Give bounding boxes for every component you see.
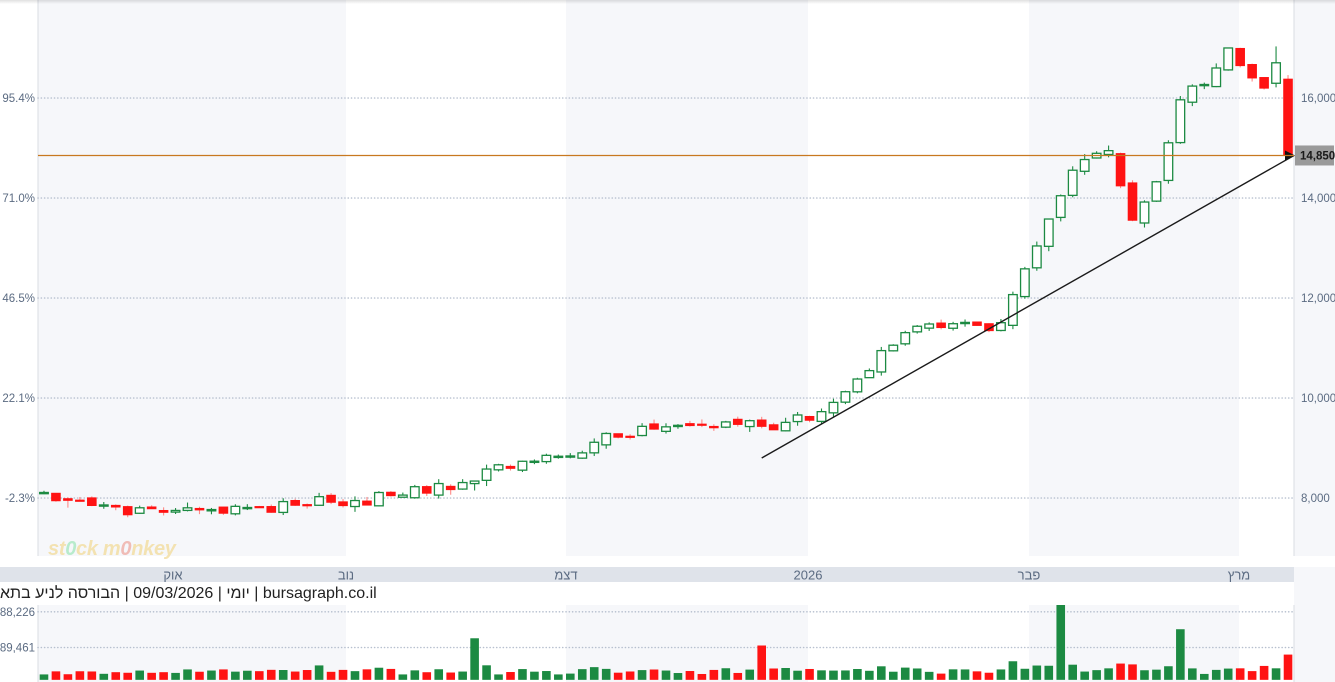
- svg-text:14,850: 14,850: [1300, 151, 1335, 163]
- svg-text:188,226: 188,226: [0, 607, 35, 619]
- svg-text:8,000: 8,000: [1301, 493, 1330, 505]
- svg-text:אוק: אוק: [163, 568, 182, 583]
- svg-text:46.5%: 46.5%: [2, 293, 35, 305]
- svg-text:89,461: 89,461: [0, 643, 35, 655]
- svg-text:2026: 2026: [794, 568, 823, 583]
- svg-text:פבר: פבר: [1018, 568, 1041, 583]
- svg-text:22.1%: 22.1%: [2, 393, 35, 405]
- svg-text:12,000: 12,000: [1301, 293, 1335, 305]
- svg-text:נוב: נוב: [338, 568, 354, 583]
- svg-text:16,000: 16,000: [1301, 93, 1335, 105]
- svg-text:מרץ: מרץ: [1228, 568, 1250, 583]
- svg-text:95.4%: 95.4%: [2, 93, 35, 105]
- svg-text:10,000: 10,000: [1301, 393, 1335, 405]
- svg-text:71.0%: 71.0%: [2, 193, 35, 205]
- svg-text:14,000: 14,000: [1301, 193, 1335, 205]
- svg-text:-2.3%: -2.3%: [5, 493, 35, 505]
- svg-text:דצמ: דצמ: [554, 568, 577, 583]
